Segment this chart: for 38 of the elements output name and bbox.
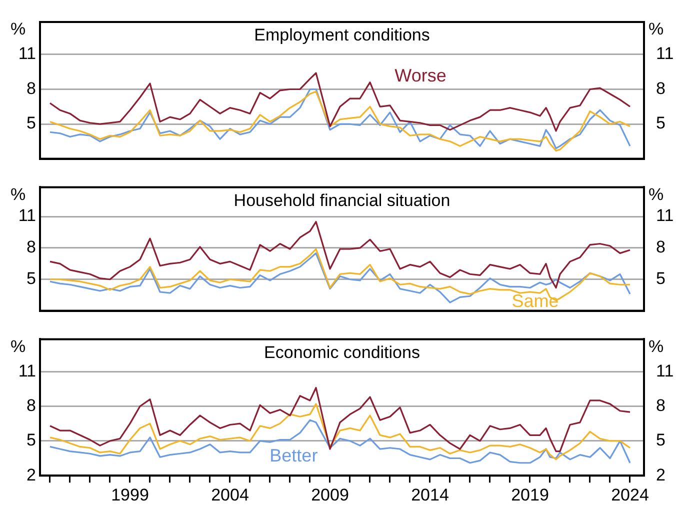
- y2-tick-label: 11: [656, 44, 674, 64]
- y-axis-title: %: [10, 336, 26, 356]
- y-axis-title: %: [10, 20, 26, 39]
- y2-tick-label: 5: [656, 269, 666, 288]
- y-tick-label: 2: [26, 465, 36, 484]
- chart-title: Household financial situation: [234, 190, 450, 210]
- y2-axis-title: %: [648, 184, 664, 204]
- chart-title: Economic conditions: [264, 342, 420, 362]
- x-tick-label: 2014: [411, 485, 449, 504]
- y-tick-label: 5: [26, 114, 36, 133]
- x-tick-label: 1999: [111, 485, 149, 504]
- y-tick-label: 11: [18, 361, 36, 380]
- y2-tick-label: 11: [656, 206, 674, 226]
- x-tick-label: 2009: [311, 485, 349, 504]
- y-tick-label: 8: [26, 78, 36, 98]
- y2-tick-label: 8: [656, 396, 666, 415]
- series-label: Better: [270, 445, 318, 466]
- y-axis-title: %: [10, 184, 26, 204]
- chart-title: Employment conditions: [254, 26, 430, 45]
- y2-axis-title: %: [648, 336, 664, 356]
- y2-tick-label: 11: [656, 361, 674, 380]
- y-tick-label: 5: [26, 430, 36, 450]
- y2-tick-label: 2: [656, 465, 666, 484]
- y-tick-label: 5: [26, 269, 36, 288]
- x-tick-label: 2019: [511, 485, 549, 504]
- series-label: Same: [512, 291, 559, 312]
- y2-tick-label: 5: [656, 430, 666, 450]
- y2-tick-label: 8: [656, 78, 666, 98]
- y-tick-label: 8: [26, 238, 36, 257]
- y2-tick-label: 5: [656, 114, 666, 133]
- x-tick-label: 2024: [611, 485, 649, 504]
- y2-tick-label: 8: [656, 238, 666, 257]
- y-tick-label: 11: [18, 44, 36, 64]
- x-tick-label: 2004: [211, 485, 249, 504]
- y2-axis-title: %: [648, 20, 664, 39]
- y-tick-label: 8: [26, 396, 36, 415]
- series-label: Worse: [394, 66, 446, 86]
- y-tick-label: 11: [18, 206, 36, 226]
